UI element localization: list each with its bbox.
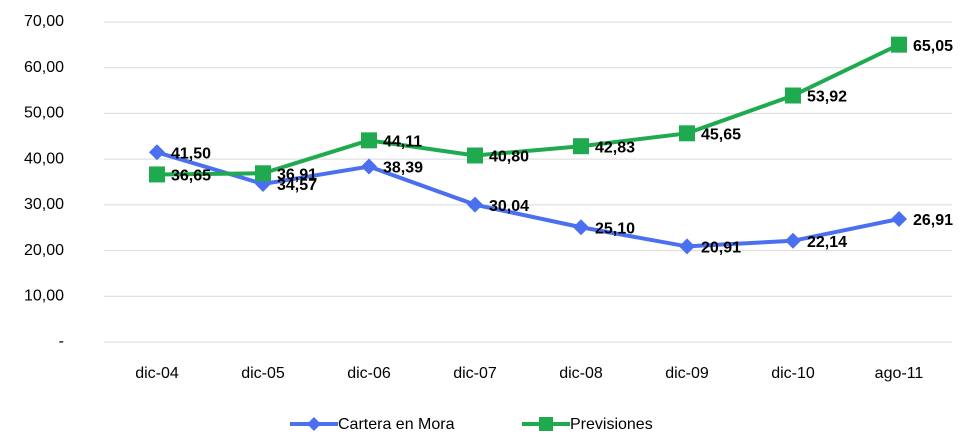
marker [679, 238, 695, 255]
data-label: 22,14 [807, 234, 847, 251]
x-tick-label: dic-08 [559, 365, 603, 382]
data-label: 30,04 [489, 198, 529, 215]
data-label: 42,83 [595, 139, 635, 156]
y-tick-label: 40,00 [24, 150, 64, 167]
line [156, 150, 900, 249]
data-label: 44,11 [383, 134, 422, 151]
x-tick-label: dic-05 [241, 365, 285, 382]
data-label: 25,10 [595, 220, 635, 237]
legend-marker [539, 417, 553, 431]
data-label: 36,65 [171, 168, 211, 185]
data-label: 20,91 [701, 240, 741, 257]
y-tick-label: 10,00 [24, 288, 64, 305]
data-label: 34,57 [277, 177, 317, 194]
marker [891, 210, 907, 227]
marker [149, 144, 165, 161]
data-label: 53,92 [807, 89, 847, 106]
legend-label: Previsiones [570, 416, 653, 433]
marker [255, 165, 271, 182]
marker [785, 87, 801, 104]
y-tick-label: 60,00 [24, 59, 64, 76]
data-label: 38,39 [383, 160, 423, 177]
data-label: 65,05 [913, 38, 953, 55]
marker [679, 125, 695, 142]
x-tick-label: ago-11 [875, 365, 924, 382]
x-tick-label: dic-10 [771, 365, 815, 382]
data-label: 40,80 [489, 149, 529, 166]
y-tick-label: 20,00 [24, 242, 64, 259]
x-tick-label: dic-07 [453, 365, 497, 382]
data-label: 45,65 [701, 127, 741, 144]
data-label: 41,50 [171, 146, 211, 163]
y-tick-label: 70,00 [24, 13, 64, 30]
data-label: 26,91 [913, 212, 953, 229]
line [156, 42, 900, 177]
marker [785, 232, 801, 249]
y-tick-label: 50,00 [24, 105, 64, 122]
y-tick-label: 30,00 [24, 196, 64, 213]
marker [361, 132, 377, 149]
marker [573, 219, 589, 236]
marker [149, 166, 165, 183]
marker [467, 196, 483, 213]
x-tick-label: dic-06 [347, 365, 391, 382]
x-tick-label: dic-09 [665, 365, 709, 382]
y-tick-label: - [59, 333, 64, 350]
legend-marker [307, 417, 321, 431]
marker [573, 138, 589, 155]
legend-label: Cartera en Mora [338, 416, 455, 433]
marker [891, 36, 907, 53]
data-label: 36,91 [277, 166, 317, 183]
marker [467, 147, 483, 164]
marker [361, 158, 377, 175]
x-tick-label: dic-04 [135, 365, 179, 382]
